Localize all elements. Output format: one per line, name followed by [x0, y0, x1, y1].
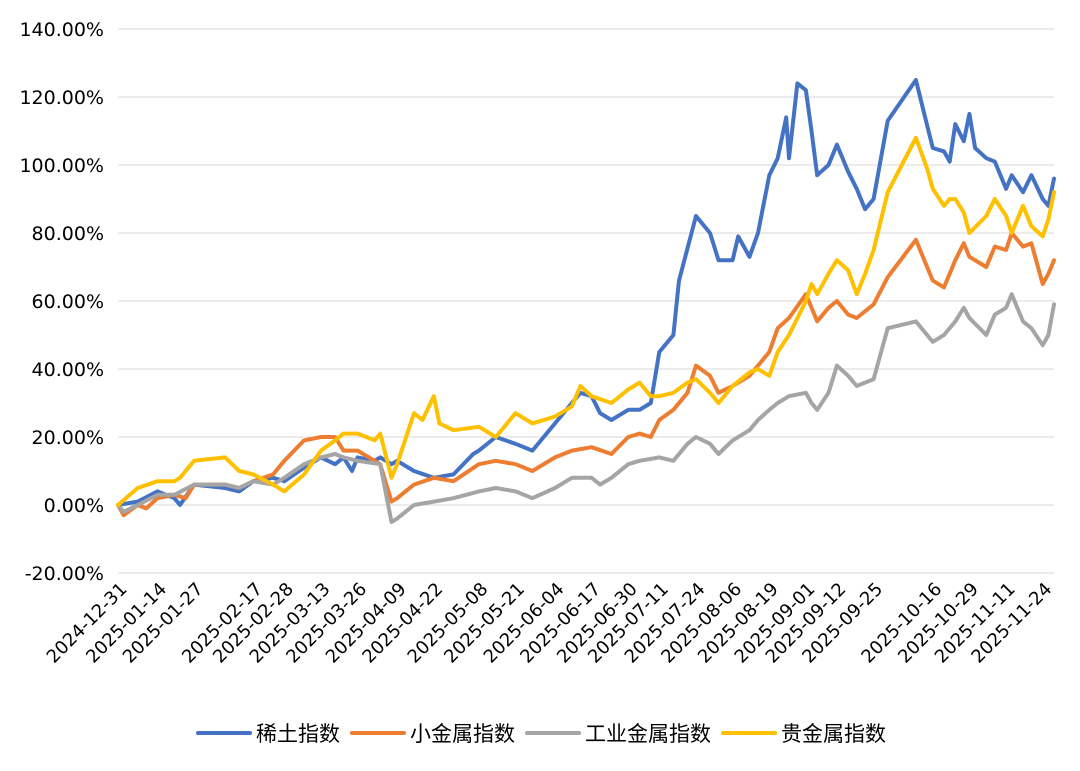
y-tick-label: 80.00% — [32, 223, 104, 245]
legend-label: 工业金属指数 — [585, 722, 711, 746]
y-axis-tick-labels: -20.00% 0.00% 20.00% 40.00% 60.00% 80.00% 100.… — [19, 19, 104, 585]
legend-label: 贵金属指数 — [781, 722, 886, 746]
series-lines — [116, 78, 1056, 524]
series-line-1 — [116, 78, 1056, 507]
y-tick-label: 140.00% — [19, 19, 104, 41]
legend-label: 小金属指数 — [410, 722, 515, 746]
y-tick-label: 0.00% — [44, 495, 104, 517]
gridlines — [118, 28, 1054, 574]
series-line-2 — [116, 231, 1056, 518]
legend-label: 稀土指数 — [256, 722, 340, 746]
y-tick-label: 100.00% — [19, 155, 104, 177]
legend: 稀土指数 小金属指数 工业金属指数 贵金属指数 — [196, 722, 886, 746]
y-tick-label: -20.00% — [25, 563, 104, 585]
y-tick-label: 120.00% — [19, 87, 104, 109]
series-line-4 — [116, 135, 1056, 507]
y-tick-label: 60.00% — [32, 291, 104, 313]
y-tick-label: 40.00% — [32, 359, 104, 381]
series-line-3 — [116, 292, 1056, 524]
x-axis-tick-labels: 2024-12-312025-01-142025-01-272025-02-17… — [43, 579, 1057, 668]
y-tick-label: 20.00% — [32, 427, 104, 449]
